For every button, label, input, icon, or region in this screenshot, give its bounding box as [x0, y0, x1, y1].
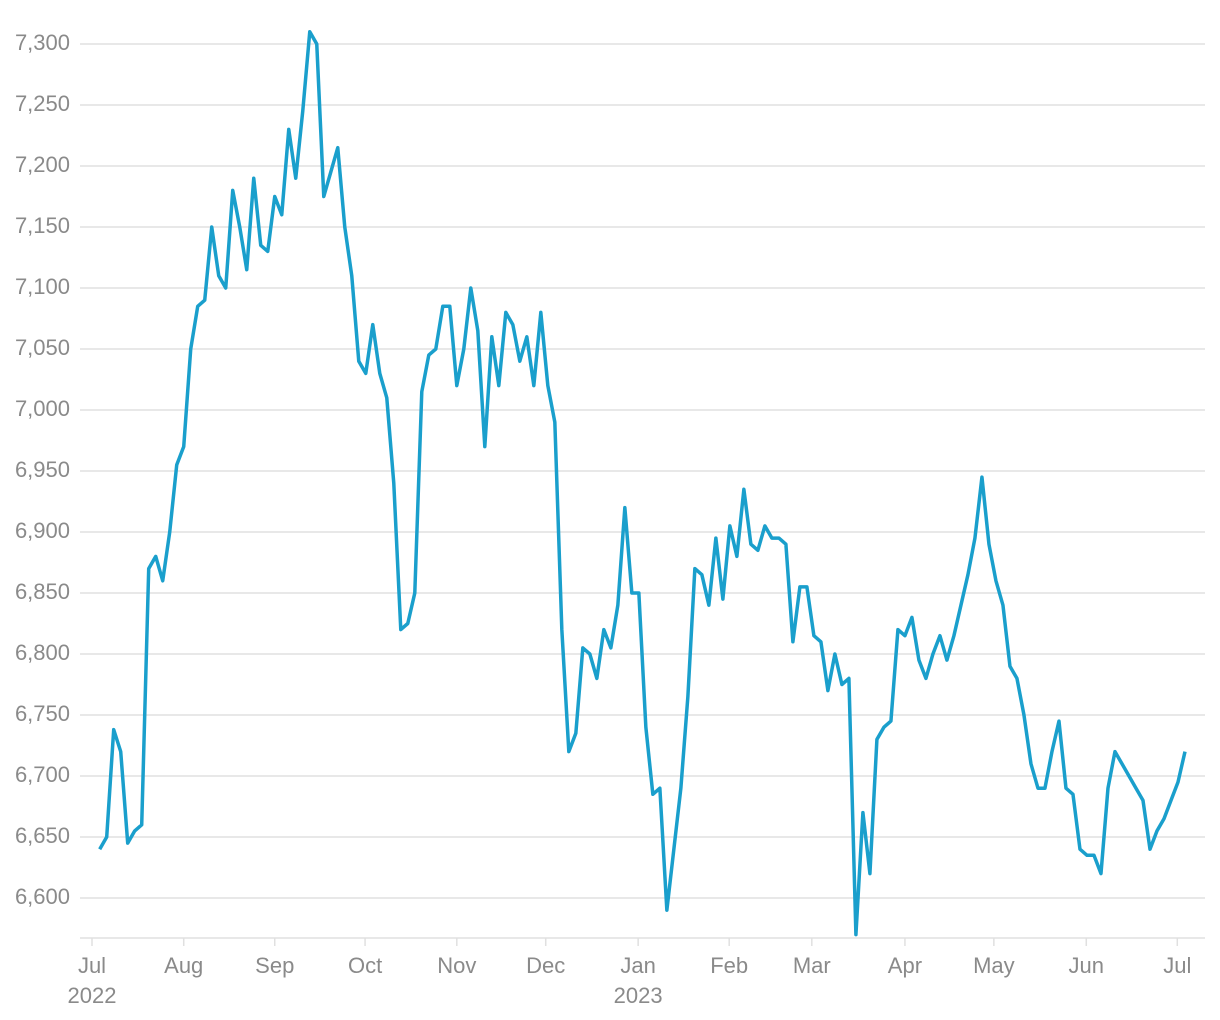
x-tick-label: Feb: [710, 953, 748, 978]
x-tick-label: Aug: [164, 953, 203, 978]
y-tick-label: 7,250: [15, 91, 70, 116]
x-tick-label: Mar: [793, 953, 831, 978]
x-tick-label: Sep: [255, 953, 294, 978]
x-tick-label: Oct: [348, 953, 382, 978]
y-tick-label: 7,200: [15, 152, 70, 177]
x-tick-label: Jul: [78, 953, 106, 978]
y-tick-label: 6,600: [15, 884, 70, 909]
y-tick-label: 6,700: [15, 762, 70, 787]
x-tick-label: Jan: [620, 953, 655, 978]
y-tick-label: 6,850: [15, 579, 70, 604]
y-tick-label: 6,650: [15, 823, 70, 848]
y-tick-label: 7,150: [15, 213, 70, 238]
x-tick-label: Nov: [437, 953, 476, 978]
y-tick-label: 6,900: [15, 518, 70, 543]
y-tick-label: 6,800: [15, 640, 70, 665]
x-tick-label: May: [973, 953, 1015, 978]
y-tick-label: 6,750: [15, 701, 70, 726]
x-year-label: 2023: [614, 983, 663, 1008]
y-tick-label: 7,300: [15, 30, 70, 55]
x-tick-label: Jul: [1163, 953, 1191, 978]
x-year-label: 2022: [68, 983, 117, 1008]
y-tick-label: 6,950: [15, 457, 70, 482]
x-tick-label: Dec: [526, 953, 565, 978]
y-tick-label: 7,100: [15, 274, 70, 299]
x-tick-label: Jun: [1069, 953, 1104, 978]
line: [98, 30, 1187, 937]
y-tick-label: 7,000: [15, 396, 70, 421]
y-tick-label: 7,050: [15, 335, 70, 360]
x-tick-label: Apr: [888, 953, 922, 978]
